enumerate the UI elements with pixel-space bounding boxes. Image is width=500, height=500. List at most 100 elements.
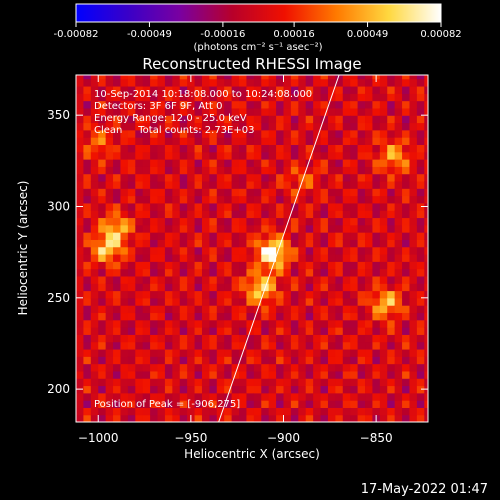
heatmap-cell (105, 348, 114, 357)
heatmap-cell (224, 122, 233, 131)
heatmap-cell (83, 85, 92, 94)
heatmap-cell (113, 290, 122, 299)
heatmap-cell (298, 159, 307, 167)
heatmap-cell (305, 348, 314, 357)
heatmap-cell (276, 356, 285, 365)
heatmap-cell (379, 407, 388, 416)
heatmap-cell (150, 297, 159, 306)
heatmap-cell (172, 188, 181, 197)
heatmap-cell (127, 319, 136, 328)
heatmap-cell (83, 151, 92, 160)
heatmap-cell (261, 253, 270, 262)
heatmap-cell (120, 312, 129, 321)
heatmap-cell (327, 115, 336, 124)
heatmap-cell (239, 246, 248, 255)
heatmap-cell (246, 392, 255, 401)
heatmap-cell (424, 159, 428, 167)
heatmap-cell (290, 378, 299, 387)
heatmap-cell (424, 75, 428, 80)
heatmap-cell (150, 115, 159, 124)
heatmap-cell (164, 210, 173, 219)
heatmap-cell (261, 151, 270, 160)
heatmap-cell (113, 305, 122, 314)
heatmap-cell (320, 180, 329, 189)
heatmap-cell (224, 253, 233, 262)
heatmap-cell (409, 100, 418, 109)
heatmap-cell (201, 246, 210, 255)
heatmap-cell (120, 268, 129, 277)
heatmap-cell (268, 151, 277, 160)
heatmap-cell (394, 348, 403, 357)
heatmap-cell (379, 224, 388, 233)
heatmap-cell (335, 195, 344, 204)
heatmap-cell (142, 319, 151, 328)
heatmap-cell (327, 188, 336, 197)
heatmap-cell (113, 392, 122, 401)
heatmap-cell (246, 217, 255, 226)
heatmap-cell (135, 180, 144, 189)
heatmap-cell (283, 180, 292, 189)
heatmap-cell (268, 239, 277, 248)
heatmap-cell (83, 93, 92, 102)
heatmap-cell (327, 253, 336, 262)
heatmap-cell (187, 210, 196, 219)
heatmap-cell (327, 224, 336, 233)
heatmap-cell (105, 334, 114, 343)
heatmap-cell (365, 305, 374, 314)
heatmap-cell (127, 400, 136, 408)
heatmap-cell (216, 85, 225, 94)
y-tick-label: 350 (47, 108, 70, 122)
heatmap-cell (76, 180, 85, 189)
heatmap-cell (105, 392, 114, 401)
heatmap-cell (394, 370, 403, 379)
heatmap-cell (83, 407, 92, 416)
heatmap-cell (246, 173, 255, 182)
heatmap-cell (424, 166, 428, 175)
heatmap-cell (313, 75, 322, 80)
heatmap-cell (179, 246, 188, 255)
heatmap-cell (187, 348, 196, 357)
heatmap-cell (209, 202, 218, 211)
heatmap-cell (83, 319, 92, 328)
heatmap-cell (283, 261, 292, 270)
heatmap-cell (98, 363, 107, 372)
heatmap-cell (98, 210, 107, 219)
heatmap-cell (239, 334, 248, 343)
heatmap-cell (327, 305, 336, 314)
heatmap-cell (305, 341, 314, 350)
heatmap-cell (409, 137, 418, 145)
heatmap-cell (290, 305, 299, 314)
heatmap-cell (157, 378, 166, 387)
heatmap-cell (90, 378, 99, 387)
heatmap-cell (268, 290, 277, 299)
heatmap-cell (327, 414, 336, 422)
heatmap-cell (379, 268, 388, 277)
heatmap-cell (394, 151, 403, 160)
heatmap-cell (187, 400, 196, 408)
heatmap-cell (98, 385, 107, 394)
heatmap-cell (402, 363, 411, 372)
heatmap-cell (372, 370, 381, 379)
heatmap-cell (127, 107, 136, 116)
heatmap-cell (409, 378, 418, 387)
heatmap-cell (313, 144, 322, 153)
x-tick-label: −850 (360, 431, 393, 445)
heatmap-cell (90, 122, 99, 131)
heatmap-cell (335, 363, 344, 372)
heatmap-cell (164, 312, 173, 321)
heatmap-cell (201, 392, 210, 401)
heatmap-cell (216, 268, 225, 277)
heatmap-cell (424, 137, 428, 145)
heatmap-cell (120, 261, 129, 270)
heatmap-cell (201, 327, 210, 335)
heatmap-cell (127, 253, 136, 262)
heatmap-cell (276, 319, 285, 328)
heatmap-cell (90, 224, 99, 233)
heatmap-cell (253, 100, 262, 109)
heatmap-cell (394, 115, 403, 124)
heatmap-cell (327, 166, 336, 175)
heatmap-cell (387, 166, 396, 175)
heatmap-cell (98, 407, 107, 416)
heatmap-cell (246, 363, 255, 372)
heatmap-cell (172, 246, 181, 255)
